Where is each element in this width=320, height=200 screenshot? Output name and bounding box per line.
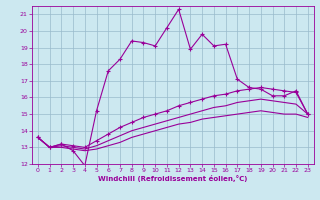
X-axis label: Windchill (Refroidissement éolien,°C): Windchill (Refroidissement éolien,°C): [98, 175, 247, 182]
